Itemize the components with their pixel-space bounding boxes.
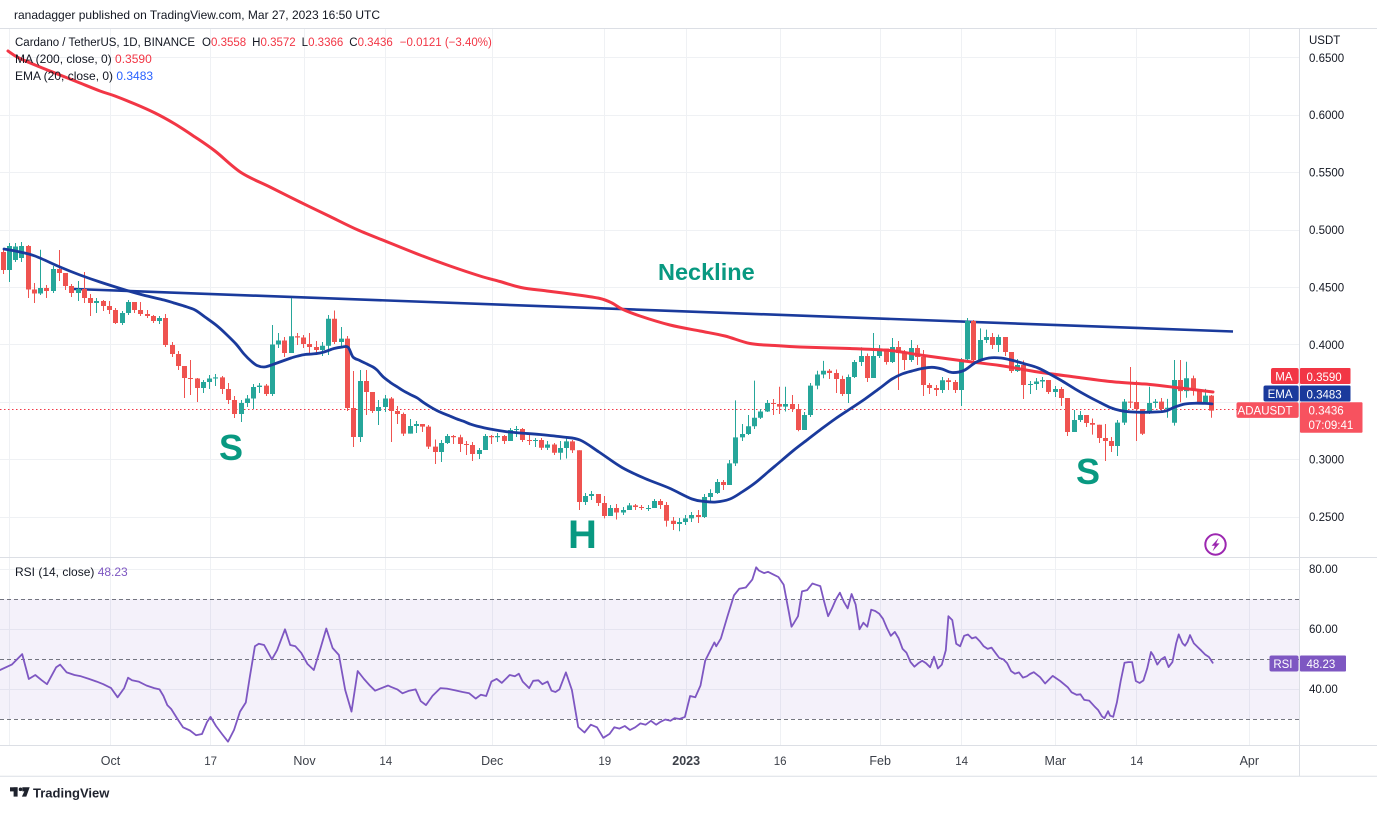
svg-text:Mar: Mar: [1045, 754, 1067, 768]
svg-text:ADAUSDT: ADAUSDT: [1238, 406, 1293, 418]
svg-text:TradingView: TradingView: [33, 786, 110, 801]
svg-text:EMA: EMA: [1268, 389, 1293, 401]
svg-text:EMA (20, close, 0) 0.3483: EMA (20, close, 0) 0.3483: [15, 69, 153, 83]
svg-text:17: 17: [204, 756, 217, 768]
svg-text:40.00: 40.00: [1309, 684, 1338, 696]
svg-text:2023: 2023: [672, 754, 700, 768]
svg-text:RSI: RSI: [1273, 659, 1292, 671]
svg-text:0.6000: 0.6000: [1309, 110, 1344, 122]
svg-text:Oct: Oct: [101, 754, 121, 768]
svg-text:0.5500: 0.5500: [1309, 168, 1344, 180]
svg-text:0.6500: 0.6500: [1309, 53, 1344, 65]
svg-text:S: S: [219, 427, 243, 468]
svg-text:14: 14: [379, 756, 392, 768]
svg-text:0.3000: 0.3000: [1309, 455, 1344, 467]
svg-text:Apr: Apr: [1240, 754, 1259, 768]
svg-text:USDT: USDT: [1309, 35, 1340, 47]
svg-text:Nov: Nov: [293, 754, 316, 768]
svg-text:Feb: Feb: [869, 754, 891, 768]
svg-text:Cardano / TetherUS, 1D, BINANC: Cardano / TetherUS, 1D, BINANCE O0.3558 H0…: [15, 37, 492, 49]
svg-text:H: H: [568, 513, 597, 557]
svg-text:16: 16: [774, 756, 787, 768]
svg-text:0.3436: 0.3436: [1309, 406, 1344, 418]
svg-text:19: 19: [598, 756, 611, 768]
svg-text:14: 14: [1130, 756, 1143, 768]
svg-text:0.2500: 0.2500: [1309, 512, 1344, 524]
svg-text:0.4500: 0.4500: [1309, 282, 1344, 294]
svg-text:S: S: [1076, 451, 1100, 492]
svg-text:MA: MA: [1275, 372, 1293, 384]
svg-text:80.00: 80.00: [1309, 564, 1338, 576]
svg-text:0.3483: 0.3483: [1307, 389, 1342, 401]
svg-text:48.23: 48.23: [1307, 659, 1336, 671]
svg-text:14: 14: [955, 756, 968, 768]
svg-text:0.4000: 0.4000: [1309, 340, 1344, 352]
svg-text:Neckline: Neckline: [658, 259, 755, 285]
svg-text:Dec: Dec: [481, 754, 503, 768]
svg-text:0.3590: 0.3590: [1307, 372, 1342, 384]
svg-text:RSI (14, close) 48.23: RSI (14, close) 48.23: [15, 565, 128, 579]
svg-text:ranadagger published on Tradin: ranadagger published on TradingView.com,…: [14, 8, 380, 22]
svg-text:0.5000: 0.5000: [1309, 225, 1344, 237]
svg-text:MA (200, close, 0) 0.3590: MA (200, close, 0) 0.3590: [15, 52, 152, 66]
svg-text:60.00: 60.00: [1309, 624, 1338, 636]
svg-text:07:09:41: 07:09:41: [1309, 420, 1354, 432]
